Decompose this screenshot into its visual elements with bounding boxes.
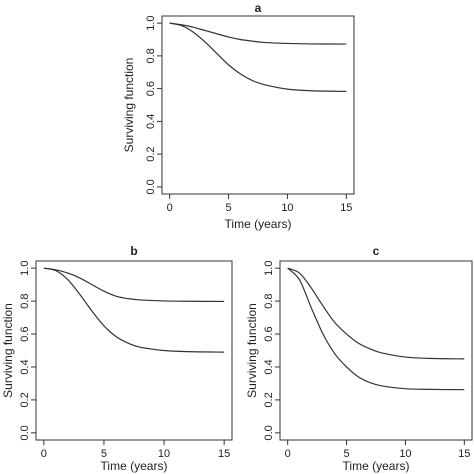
- panel-b: b 0 5 10 15 0.0 0.2 0.4 0.6 0.8 1.0 Time (years) Sur…: [1, 244, 233, 473]
- y-axis-label: Surviving function: [1, 303, 15, 398]
- y-tick-label: 0.6: [145, 81, 157, 96]
- x-tick-label: 0: [167, 202, 173, 214]
- y-tick-label: 0.0: [263, 425, 275, 440]
- y-axis-label: Surviving function: [122, 58, 136, 153]
- x-tick-label: 10: [158, 448, 170, 460]
- plot-frame: [279, 260, 473, 441]
- y-tick-label: 0.2: [19, 392, 31, 407]
- survival-curve-1: [169, 22, 347, 45]
- y-tick-label: 0.8: [145, 48, 157, 63]
- survival-curve-2: [287, 267, 465, 391]
- y-tick-label: 0.8: [263, 293, 275, 308]
- survival-curve-1: [287, 267, 465, 360]
- x-axis-label: Time (years): [101, 459, 168, 473]
- panel-c: c 0 5 10 15 0.0 0.2 0.4 0.6 0.8 1.0 Time (years) Sur…: [245, 244, 473, 473]
- y-tick-label: 0.2: [145, 146, 157, 161]
- y-tick-label: 0.4: [145, 114, 157, 129]
- y-tick-label: 0.4: [263, 359, 275, 374]
- x-tick-label: 5: [101, 448, 107, 460]
- x-tick-label: 15: [218, 448, 230, 460]
- plot-frame: [161, 15, 355, 195]
- x-tick-label: 0: [41, 448, 47, 460]
- panel-title: b: [130, 244, 137, 258]
- y-tick-label: 1.0: [19, 261, 31, 276]
- x-tick-label: 0: [285, 448, 291, 460]
- y-tick-label: 0.2: [263, 392, 275, 407]
- y-tick-label: 0.4: [19, 359, 31, 374]
- y-tick-label: 0.0: [19, 425, 31, 440]
- x-tick-label: 5: [225, 202, 231, 214]
- x-axis-label: Time (years): [225, 217, 292, 231]
- panel-title: c: [373, 244, 380, 258]
- x-tick-label: 5: [343, 448, 349, 460]
- x-tick-label: 10: [399, 448, 411, 460]
- panel-title: a: [255, 1, 262, 15]
- survival-curve-1: [43, 267, 225, 303]
- plot-frame: [35, 260, 233, 441]
- y-axis-label: Surviving function: [245, 303, 259, 398]
- x-axis-label: Time (years): [343, 459, 410, 473]
- x-tick-label: 15: [340, 202, 352, 214]
- y-tick-label: 0.0: [145, 179, 157, 194]
- y-tick-label: 0.8: [19, 293, 31, 308]
- panel-a: a 0 5 10 15 0.0 0.2 0.4 0.6 0.8 1.0 Time (years) Sur…: [122, 1, 355, 231]
- y-tick-label: 0.6: [19, 326, 31, 341]
- y-tick-label: 1.0: [145, 15, 157, 30]
- x-tick-label: 15: [458, 448, 470, 460]
- survival-curve-2: [43, 267, 225, 353]
- x-tick-label: 10: [281, 202, 293, 214]
- survival-curve-2: [169, 22, 347, 93]
- y-tick-label: 0.6: [263, 326, 275, 341]
- y-tick-label: 1.0: [263, 261, 275, 276]
